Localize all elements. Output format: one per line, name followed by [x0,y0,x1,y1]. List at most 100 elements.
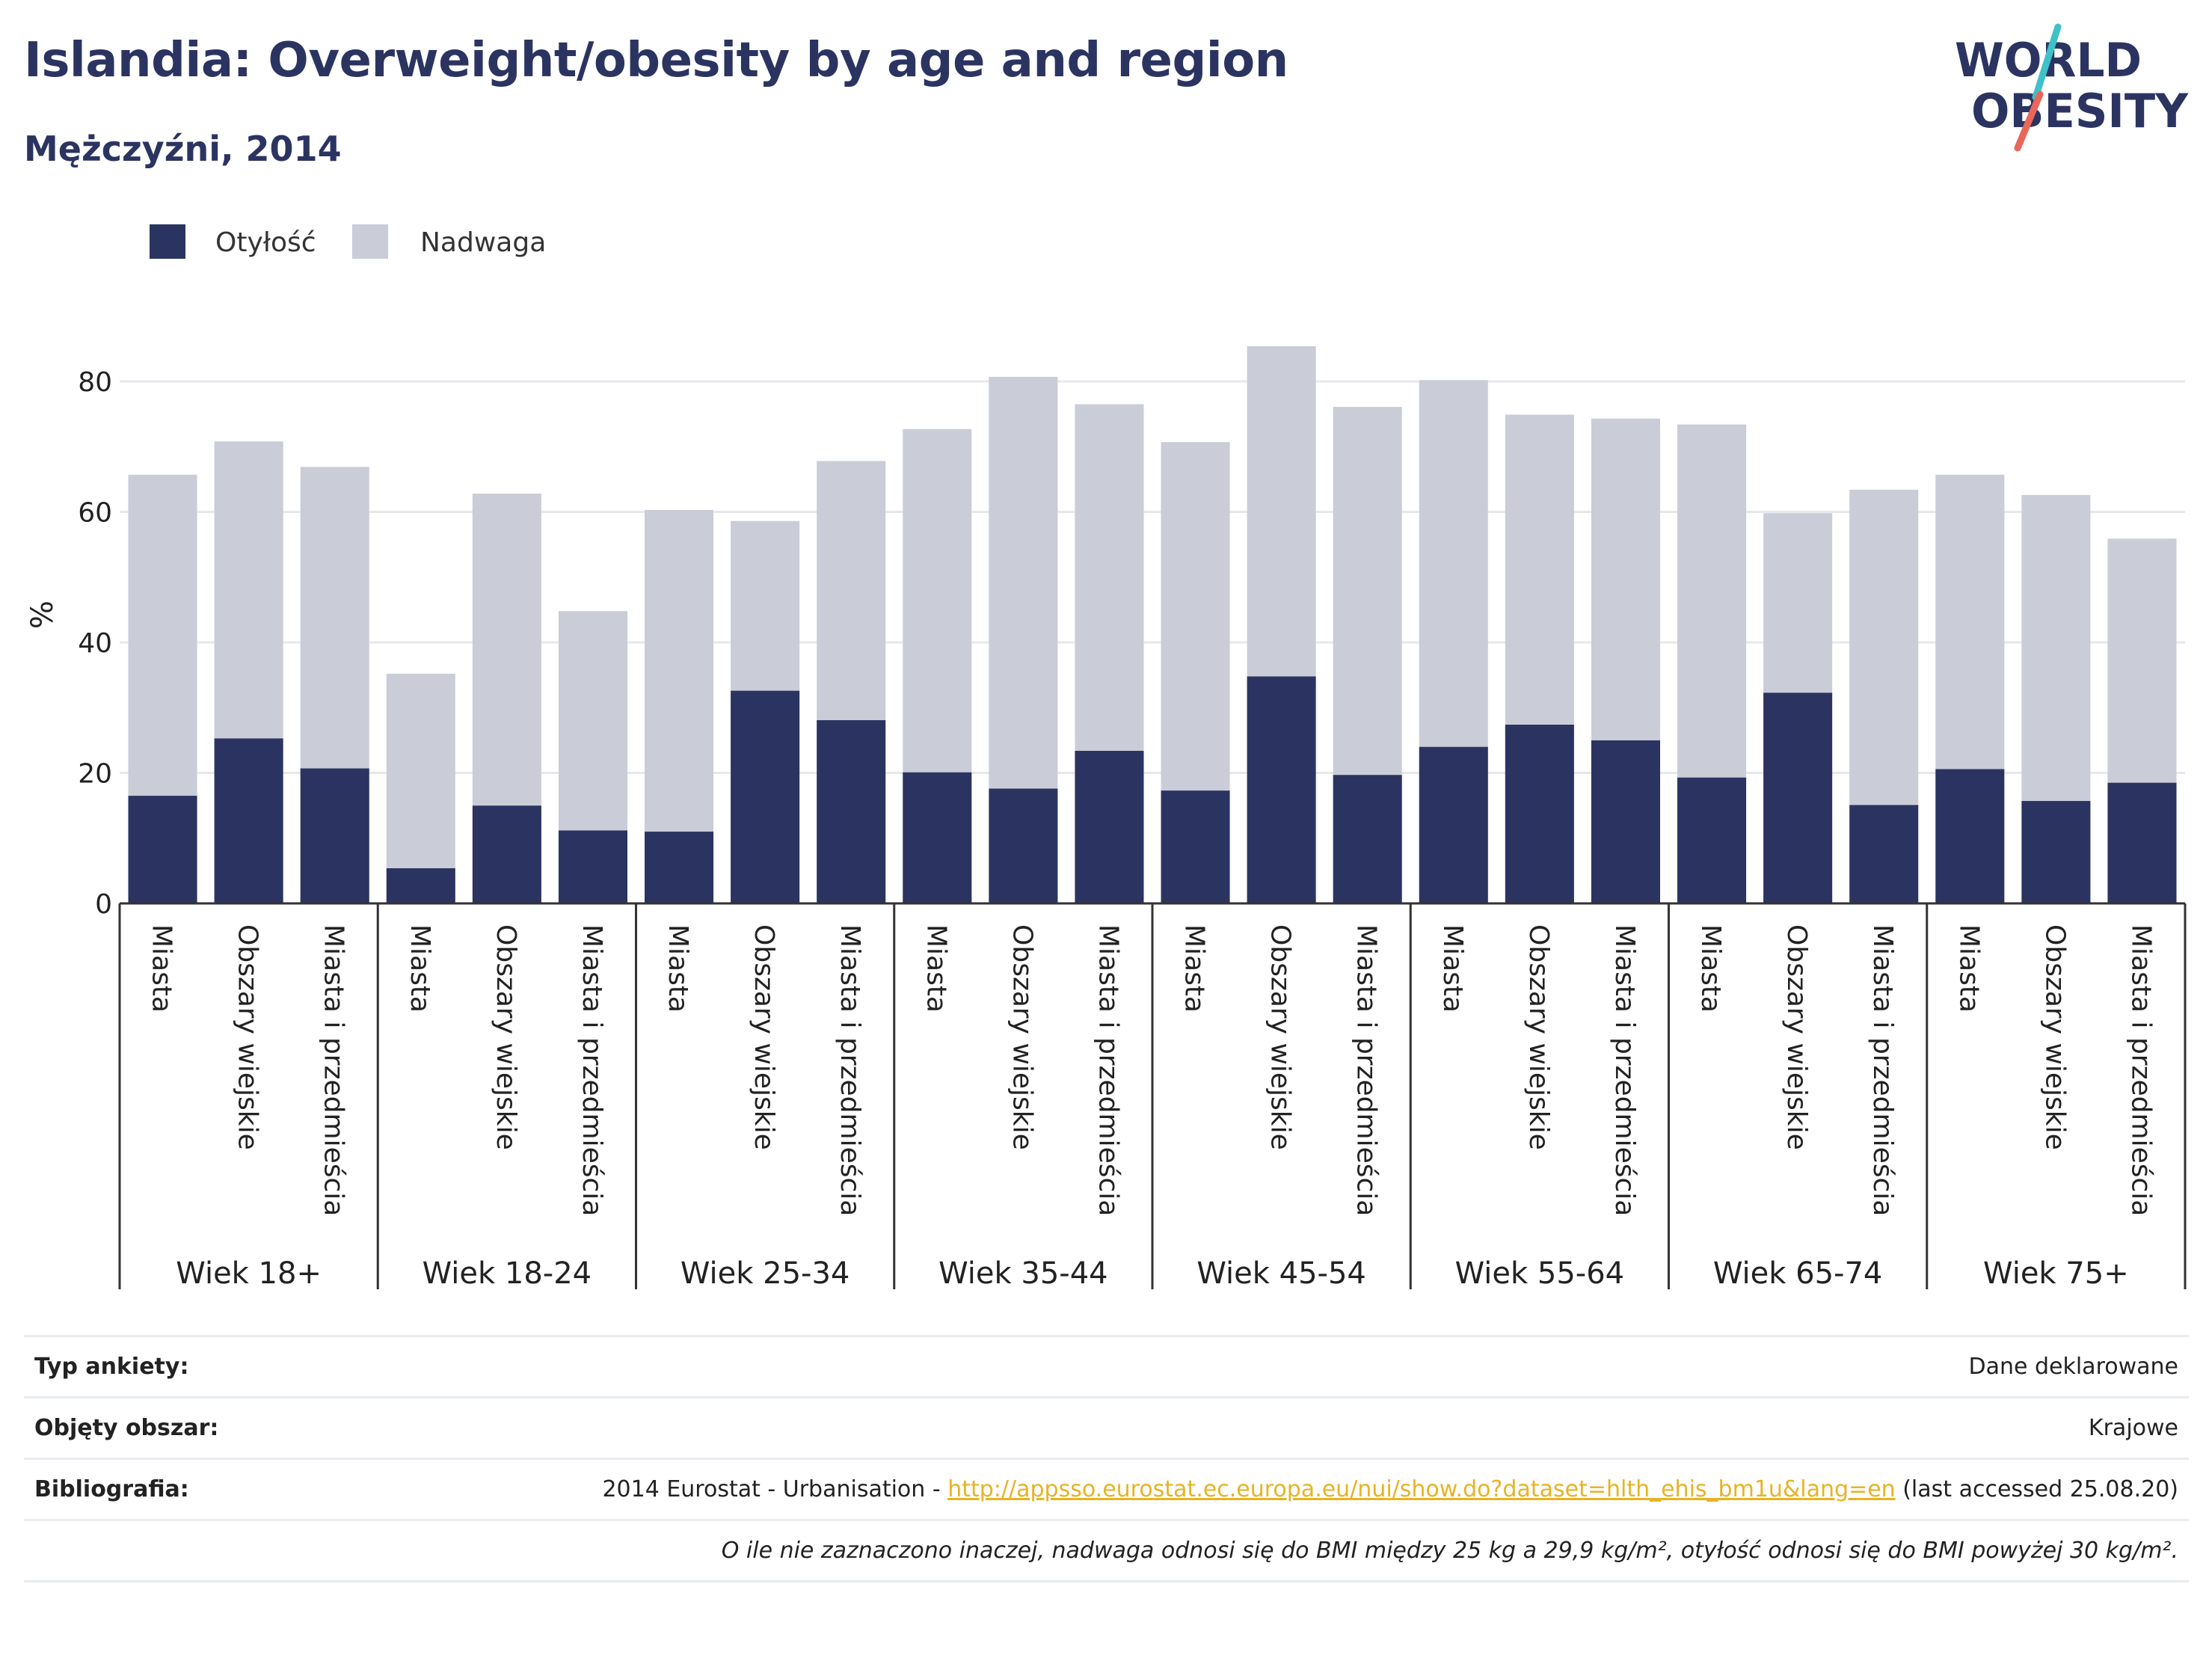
legend-label-obesity: Otyłość [215,227,316,258]
bibliography-suffix: (last accessed 25.08.20) [1895,1476,2178,1502]
x-tick-label: Obszary wiejskie [491,924,521,1150]
x-tick-label: Miasta i przedmieścia [1351,924,1382,1216]
logo-accent-teal [2032,23,2062,101]
bar-obesity [1419,746,1488,903]
area-value: Krajowe [359,1396,2189,1459]
x-tick-label: Miasta [663,924,693,1013]
bar-obesity [645,832,714,903]
bar-overweight [903,429,972,773]
bibliography-label: Bibliografia: [24,1458,359,1520]
group-label: Wiek 75+ [1983,1256,2129,1291]
legend: Otyłość Nadwaga [150,224,546,259]
bar-overweight [214,441,283,739]
bar-overweight [1075,404,1144,751]
bar-overweight [817,461,886,720]
area-row: Objęty obszar: Krajowe [24,1396,2189,1459]
group-label: Wiek 45-54 [1196,1256,1366,1291]
bar-obesity [214,738,283,903]
x-tick-label: Miasta i przedmieścia [1867,924,1898,1216]
y-axis: 0 20 40 60 80 [78,367,112,920]
group-label: Wiek 65-74 [1713,1256,1883,1291]
bar-obesity [558,830,627,903]
x-tick-label: Obszary wiejskie [1523,924,1554,1150]
y-tick-label: 60 [78,498,112,529]
x-tick-label: Miasta i przedmieścia [319,924,349,1216]
bar-obesity [903,772,972,903]
x-tick-label: Obszary wiejskie [1265,924,1296,1150]
bar-overweight [731,521,800,691]
bar-overweight [1935,474,2005,770]
bar-overweight [300,467,369,769]
bar-overweight [1419,380,1488,747]
bibliography-value: 2014 Eurostat - Urbanisation - http://ap… [359,1458,2189,1520]
bar-overweight [1161,442,1230,791]
note-row: O ile nie zaznaczono inaczej, nadwaga od… [24,1519,2189,1582]
logo-accent-coral [2014,90,2044,152]
bar-obesity [1505,724,1574,903]
bar-obesity [1161,790,1230,903]
legend-swatch-overweight [352,224,388,259]
survey-type-row: Typ ankiety: Dane deklarowane [24,1335,2189,1398]
bar-obesity [1763,693,1833,903]
bar-obesity [128,796,197,903]
y-tick-label: 40 [78,628,112,659]
x-tick-label: Obszary wiejskie [1007,924,1037,1150]
definition-note: O ile nie zaznaczono inaczej, nadwaga od… [24,1519,2189,1582]
bar-overweight [1677,424,1747,778]
x-tick-label: Miasta i przedmieścia [1093,924,1123,1216]
bar-obesity [386,868,455,903]
y-tick-label: 80 [78,367,112,398]
bar-obesity [300,768,369,903]
bar-obesity [1247,676,1316,903]
x-tick-label: Miasta [1695,924,1726,1013]
x-tick-label: Obszary wiejskie [1781,924,1812,1150]
x-tick-label: Obszary wiejskie [2039,924,2070,1150]
bar-obesity [1591,740,1660,903]
bar-obesity [1333,775,1402,903]
y-tick-label: 0 [95,889,112,920]
chart-subtitle: Mężczyźni, 2014 [24,129,342,169]
bar-overweight [1247,346,1316,677]
x-tick-label: Obszary wiejskie [233,924,263,1150]
bar-obesity [2107,782,2177,903]
x-tick-label: Obszary wiejskie [749,924,779,1150]
bar-overweight [386,673,455,868]
bar-overweight [472,494,541,806]
survey-type-label: Typ ankiety: [24,1335,359,1398]
group-label: Wiek 18-24 [423,1256,592,1291]
bar-obesity [1677,777,1747,903]
x-tick-label: Miasta [1179,924,1210,1013]
bar-overweight [558,611,627,831]
x-tick-label: Miasta i przedmieścia [577,924,607,1216]
bar-overweight [1333,407,1402,776]
bar-overweight [1505,414,1574,725]
bar-overweight [2107,538,2177,783]
x-tick-label: Miasta [1953,924,1984,1013]
bar-overweight [1591,418,1660,740]
x-tick-label: Miasta [1437,924,1468,1013]
bibliography-link[interactable]: http://appsso.eurostat.ec.europa.eu/nui/… [947,1476,1896,1502]
survey-type-value: Dane deklarowane [359,1335,2189,1398]
area-label: Objęty obszar: [24,1396,359,1459]
bar-obesity [1075,750,1144,903]
chart-title: Islandia: Overweight/obesity by age and … [24,33,1288,88]
world-obesity-logo: WORLD OBESITY [1955,23,2189,152]
bar-obesity [989,788,1058,903]
bar-overweight [645,509,714,832]
bar-overweight [2021,494,2091,802]
x-tick-label: Miasta [921,924,951,1013]
y-axis-label: % [25,601,60,629]
x-tick-label: Miasta i przedmieścia [2125,924,2156,1216]
logo-word-obesity: OBESITY [1971,84,2189,138]
x-tick-label: Miasta [405,924,435,1013]
bibliography-prefix: 2014 Eurostat - Urbanisation - [602,1476,948,1502]
bars [128,346,2177,903]
bar-overweight [989,376,1058,789]
legend-swatch-obesity [150,224,185,259]
group-label: Wiek 25-34 [681,1256,850,1291]
group-label: Wiek 35-44 [938,1256,1108,1291]
bibliography-row: Bibliografia: 2014 Eurostat - Urbanisati… [24,1458,2189,1520]
bar-obesity [1935,769,2005,903]
y-gridlines [120,380,2185,774]
bar-obesity [731,690,800,903]
